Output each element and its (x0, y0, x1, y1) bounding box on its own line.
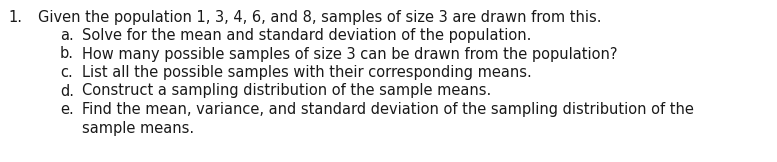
Text: Find the mean, variance, and standard deviation of the sampling distribution of : Find the mean, variance, and standard de… (82, 102, 694, 117)
Text: d.: d. (60, 83, 74, 98)
Text: b.: b. (60, 46, 74, 62)
Text: Construct a sampling distribution of the sample means.: Construct a sampling distribution of the… (82, 83, 491, 98)
Text: Solve for the mean and standard deviation of the population.: Solve for the mean and standard deviatio… (82, 28, 531, 43)
Text: Given the population 1, 3, 4, 6, and 8, samples of size 3 are drawn from this.: Given the population 1, 3, 4, 6, and 8, … (38, 10, 601, 25)
Text: sample means.: sample means. (82, 121, 194, 135)
Text: e.: e. (60, 102, 74, 117)
Text: How many possible samples of size 3 can be drawn from the population?: How many possible samples of size 3 can … (82, 46, 618, 62)
Text: a.: a. (60, 28, 74, 43)
Text: 1.: 1. (8, 10, 22, 25)
Text: c.: c. (60, 65, 73, 80)
Text: List all the possible samples with their corresponding means.: List all the possible samples with their… (82, 65, 531, 80)
